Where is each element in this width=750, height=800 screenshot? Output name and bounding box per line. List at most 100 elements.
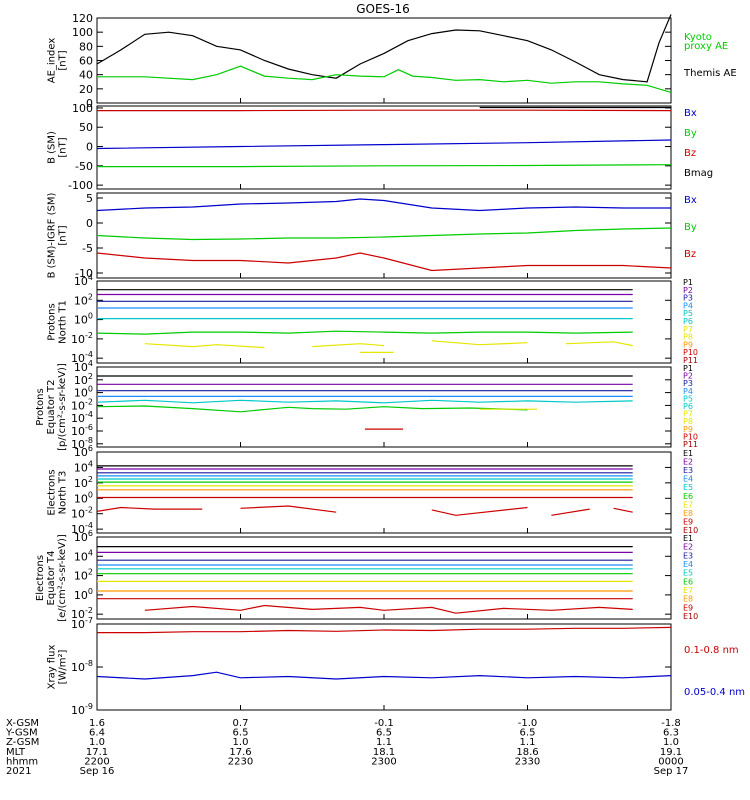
series-line [97, 626, 672, 634]
panel-frame [96, 451, 672, 534]
y-tick-label: 104 [74, 548, 93, 563]
legend-label: E1 [683, 449, 693, 458]
series-line [565, 341, 633, 347]
legend-label: E3 [683, 466, 693, 475]
series-line [240, 505, 337, 513]
x-row-label: hhmm [6, 756, 38, 767]
y-axis-label: Electrons [35, 555, 46, 601]
legend-label: E8 [683, 509, 693, 518]
legend-label: P10 [683, 348, 698, 357]
y-tick-label: 100 [74, 312, 93, 327]
x-row-value: 18.1 [373, 747, 395, 758]
series-line [97, 65, 672, 93]
panel-frame [96, 280, 672, 364]
y-tick-label: 104 [74, 459, 93, 474]
legend-label: E8 [683, 595, 693, 604]
series-line [96, 252, 672, 272]
panel-bigrf: -10 -5 0 5 B (SM)-IGRF (SM) [nT] Bx By Bz [47, 192, 697, 280]
y-tick-label: 5 [86, 192, 93, 205]
legend-label: E9 [683, 517, 693, 526]
x-row-value: 2230 [228, 756, 253, 767]
y-axis-label: B (SM) [47, 131, 58, 164]
y-tick-label: 10-2 [71, 506, 93, 521]
x-row-label: 2021 [6, 766, 31, 777]
y-axis-label: [p/(cm²-s-sr-keV)] [57, 363, 68, 451]
legend-label: proxy AE [684, 41, 728, 52]
legend-label: 0.05-0.4 nm [684, 687, 745, 698]
x-row-label: Z-GSM [6, 737, 39, 748]
x-row-value: Sep 17 [654, 766, 689, 777]
legend-label: E6 [683, 492, 693, 501]
legend-label: P6 [683, 317, 693, 326]
x-row-label: Y-GSM [5, 728, 38, 739]
y-axis-label: Equator T4 [46, 551, 57, 606]
y-axis-label: [W/m²] [58, 649, 69, 684]
legend-label: Kyoto [684, 32, 712, 43]
y-axis-label: Protons [35, 388, 46, 425]
series-line [96, 506, 203, 512]
x-row-value: 6.5 [233, 728, 249, 739]
y-axis-label: Electrons [47, 469, 58, 515]
legend-label: P7 [683, 410, 693, 419]
series-line [431, 506, 528, 516]
legend-label: E10 [683, 612, 698, 621]
legend-label: By [684, 222, 697, 233]
series-line [96, 671, 672, 680]
legend-label: P11 [683, 356, 698, 365]
x-row-value: 17.1 [86, 747, 108, 758]
x-row-value: 17.6 [229, 747, 251, 758]
legend-label: E4 [683, 475, 693, 484]
legend-label: P3 [683, 379, 693, 388]
legend-label: P8 [683, 417, 693, 426]
series-line [97, 164, 672, 168]
y-tick-label: 20 [79, 83, 93, 96]
legend-label: P6 [683, 402, 693, 411]
x-row-value: 2200 [84, 756, 109, 767]
x-row-value: 0.7 [233, 718, 249, 729]
x-row-value: 1.6 [89, 718, 105, 729]
panel-frame [96, 623, 672, 711]
panel-frame [96, 17, 672, 104]
y-tick-label: 102 [74, 475, 93, 490]
legend-label: P5 [683, 309, 693, 318]
legend-label: Bx [684, 195, 697, 206]
series-line [96, 399, 633, 404]
legend-label: E6 [683, 577, 693, 586]
chart-title: GOES-16 [356, 2, 410, 16]
x-row-label: MLT [6, 747, 26, 758]
legend-label: P9 [683, 340, 693, 349]
x-row-value: 1.1 [376, 737, 392, 748]
x-row-value: 1.0 [89, 737, 105, 748]
y-tick-label: 10-9 [71, 702, 93, 717]
x-row-label: X-GSM [6, 718, 39, 729]
y-tick-label: 106 [74, 529, 93, 544]
legend-label: E3 [683, 551, 693, 560]
x-row-value: 2300 [371, 756, 396, 767]
y-tick-label: 0 [86, 217, 93, 230]
y-tick-label: 10-7 [71, 616, 93, 631]
y-tick-label: 100 [72, 102, 93, 115]
series-line [144, 604, 633, 614]
legend-label: E5 [683, 569, 693, 578]
legend-label: P4 [683, 387, 693, 396]
y-tick-label: 80 [79, 40, 93, 53]
legend-label: P2 [683, 286, 693, 295]
x-row-value: 0000 [658, 756, 683, 767]
x-row-value: Sep 16 [80, 766, 115, 777]
y-tick-label: 0 [86, 141, 93, 154]
legend-label: P2 [683, 372, 693, 381]
y-tick-label: -10 [75, 267, 93, 280]
y-tick-label: 10-2 [71, 331, 93, 346]
y-tick-label: 60 [79, 55, 93, 68]
y-tick-label: -50 [75, 160, 93, 173]
series-line [312, 343, 385, 348]
x-row-value: 2330 [515, 756, 540, 767]
legend-label: P9 [683, 425, 693, 434]
series-line [96, 405, 528, 413]
x-row-value: 19.1 [660, 747, 682, 758]
x-row-value: 6.3 [663, 728, 679, 739]
series-line [96, 139, 672, 150]
legend-label: E7 [683, 500, 693, 509]
